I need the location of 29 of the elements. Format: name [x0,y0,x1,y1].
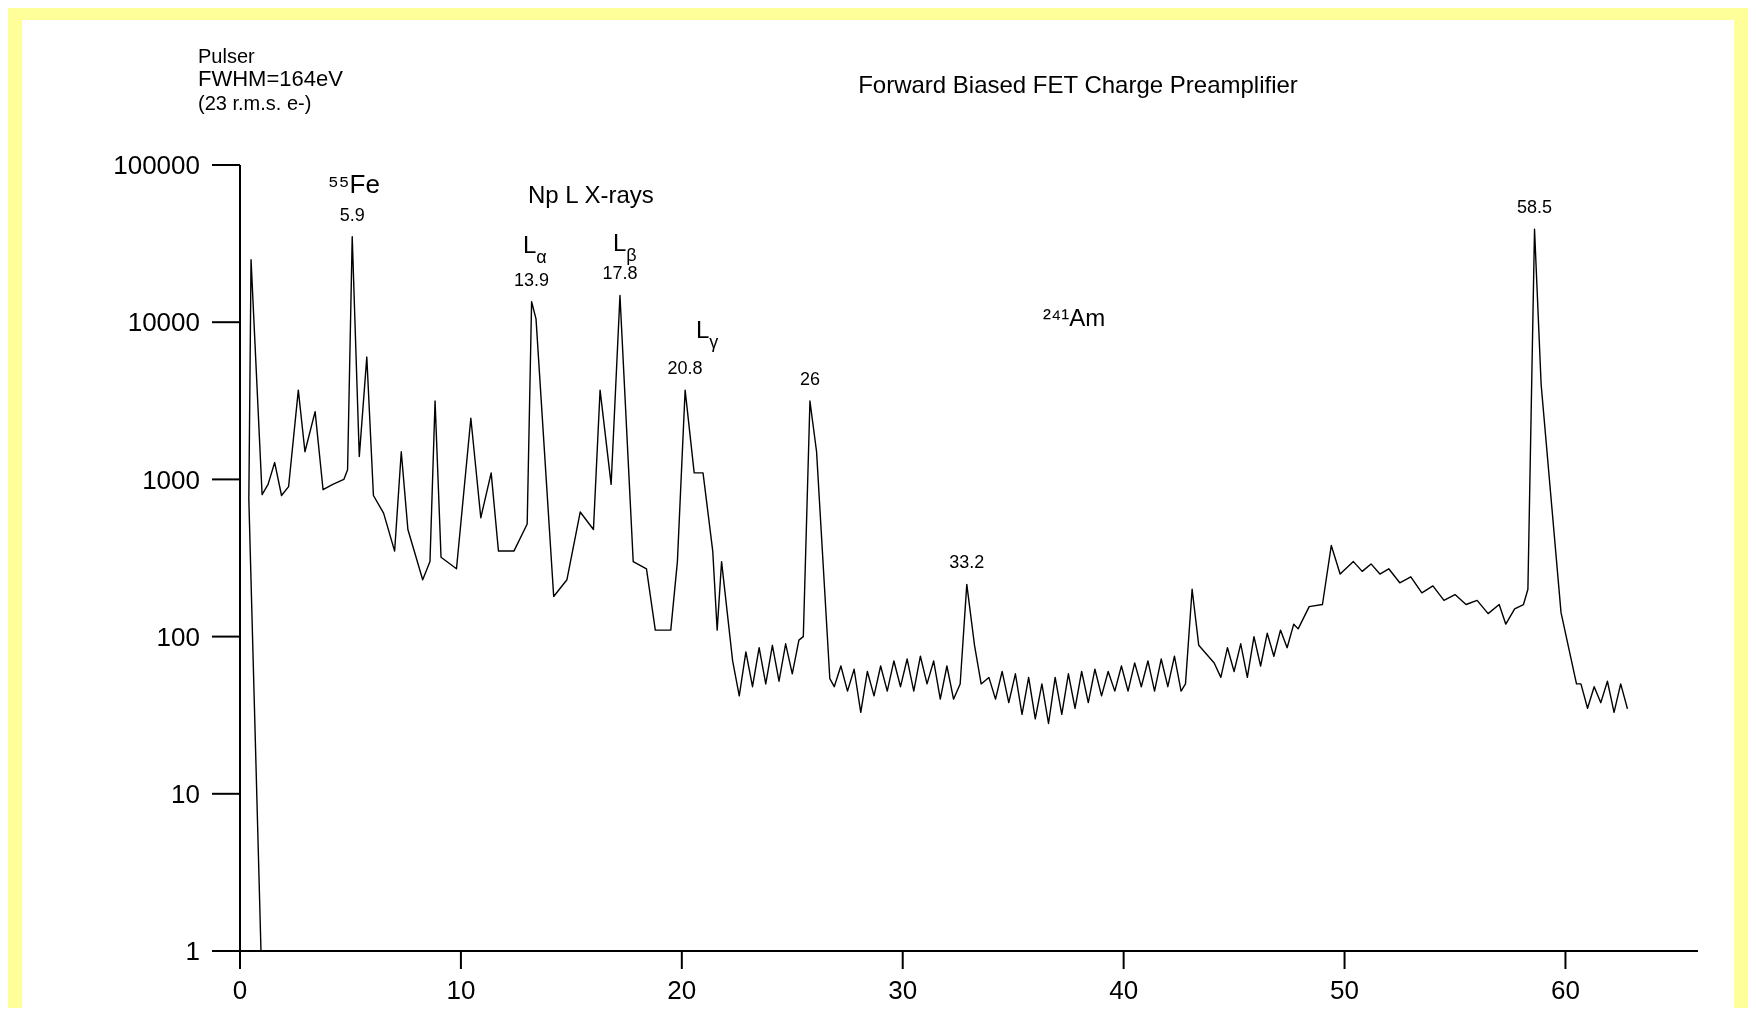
annotation: 20.8 [667,358,703,379]
annotation: Np L X-rays [528,181,654,208]
annotation: L$_{γ}$ [696,316,719,352]
y-tick-label: 1000 [142,464,200,495]
y-tick-label: 10 [171,778,200,809]
text: Pulser [198,45,256,67]
y-tick-label: 100 [156,621,200,652]
annotation: 58.5 [1517,197,1553,218]
annotation: 5.9 [339,204,365,225]
annotation: ⁵⁵Fe [328,169,380,199]
text: FWHM=164eV [198,66,344,91]
y-tick-label: 100000 [113,150,200,181]
text: (23 r.m.s. e-) [198,92,312,114]
x-tick-label: 30 [888,975,918,1005]
y-tick-label: 10000 [127,307,200,338]
y-tick-label: 1 [185,936,200,967]
annotation: 13.9 [514,269,550,290]
annotation: L$_{β}$ [613,229,637,265]
annotation: ²⁴¹Am [1043,304,1106,331]
x-tick-label: 40 [1109,975,1139,1005]
x-tick-label: 20 [667,975,697,1005]
annotation: L$_{α}$ [523,231,547,267]
x-tick-label: 0 [232,975,248,1005]
chart-title: Forward Biased FET Charge Preamplifier [858,71,1298,98]
x-tick-label: 10 [446,975,476,1005]
annotation: 33.2 [949,552,985,573]
annotation: 26 [799,369,820,390]
x-tick-label: 60 [1550,975,1580,1005]
x-tick-label: 50 [1330,975,1360,1005]
